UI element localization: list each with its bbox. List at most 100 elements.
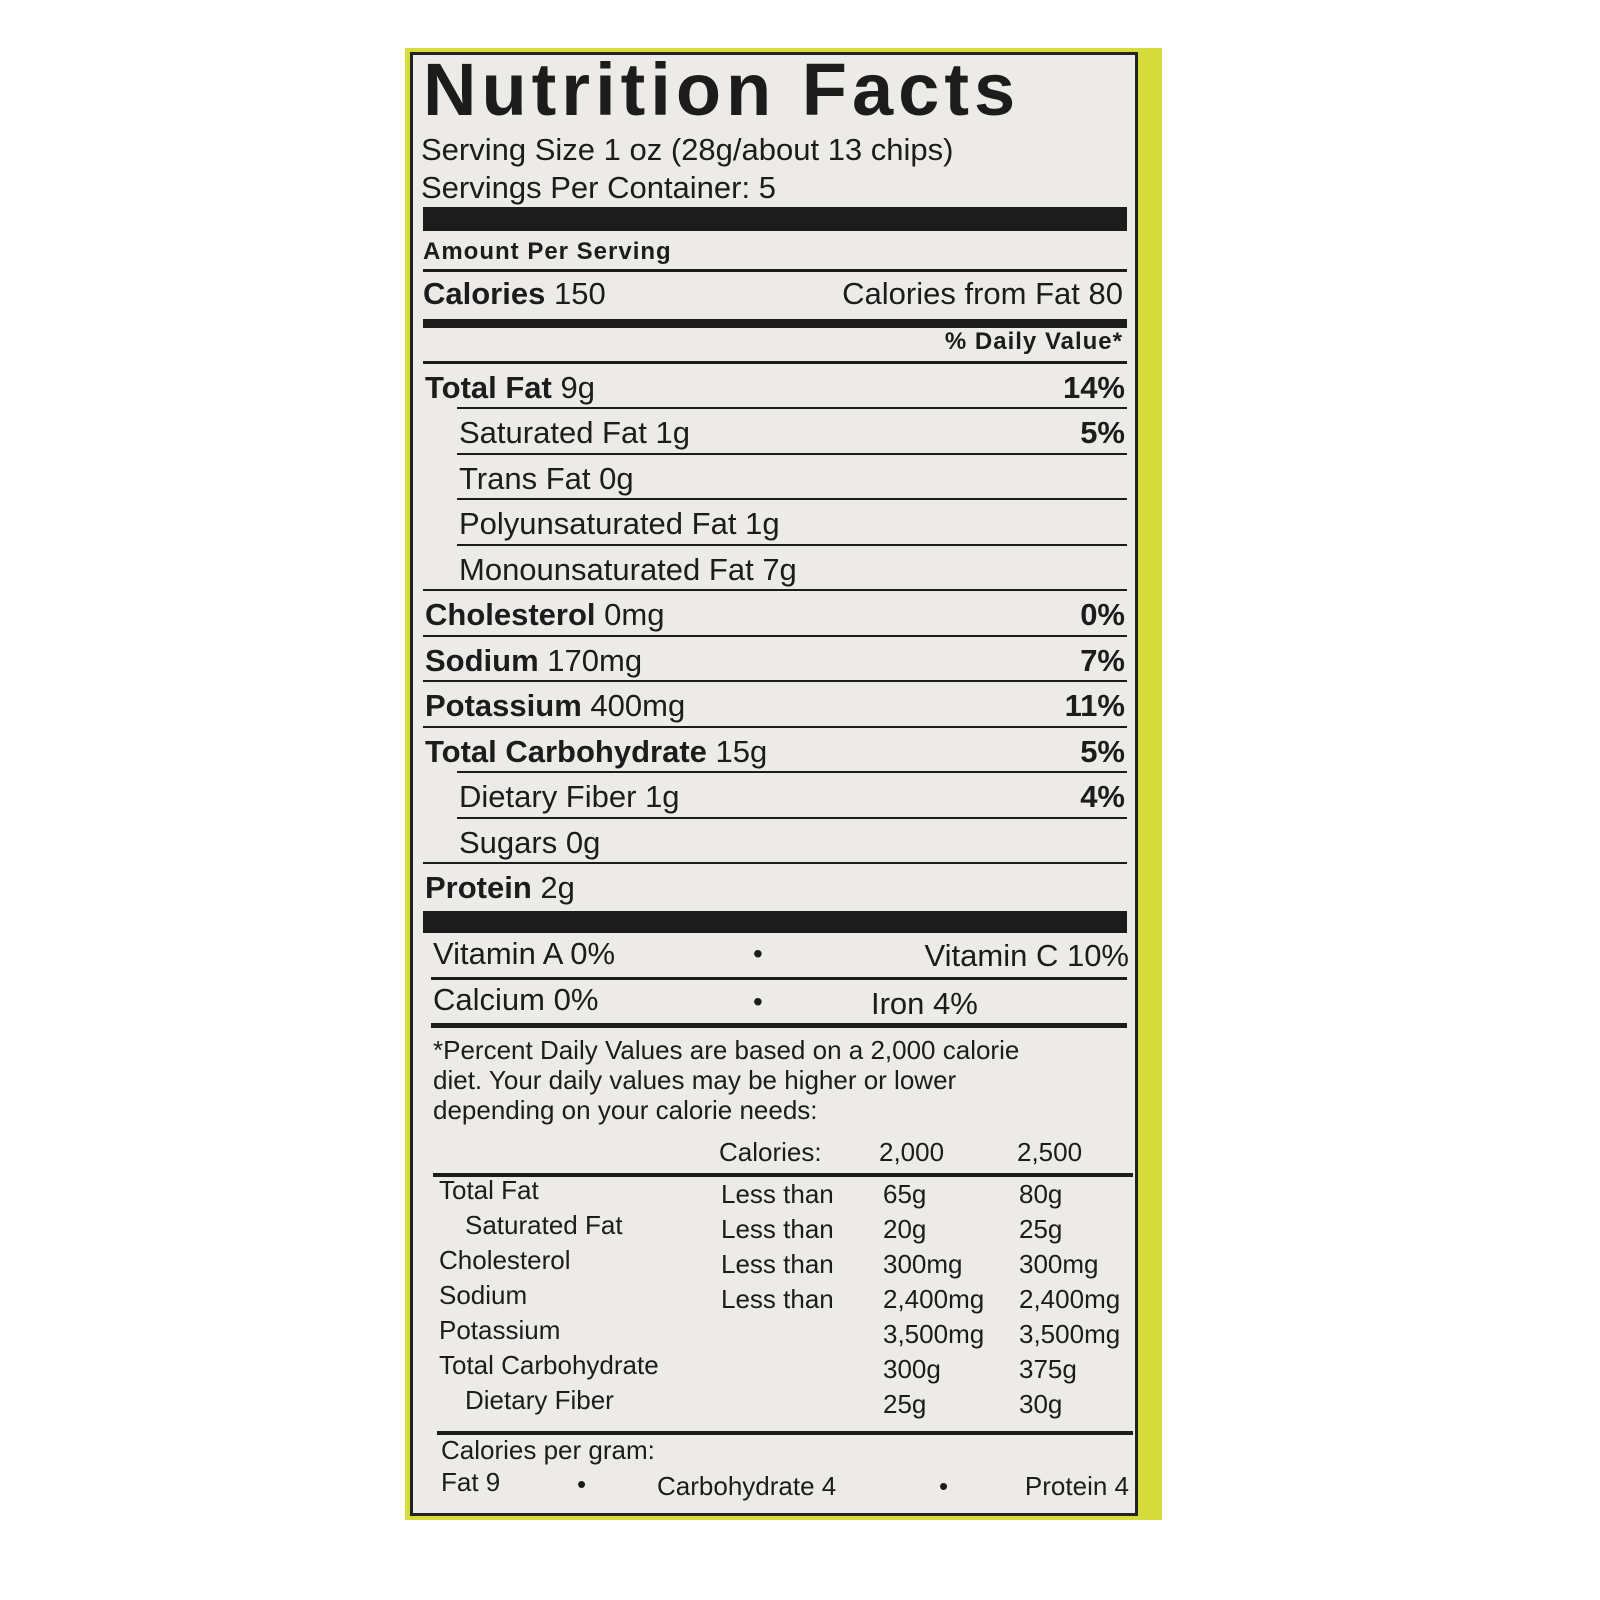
nutrient-name-amount: Total Fat 9g	[425, 369, 595, 405]
table-limit: Less than	[721, 1284, 834, 1314]
thick-divider	[423, 207, 1127, 231]
nutrient-row: Cholesterol 0mg 0%	[423, 593, 1127, 637]
nutrient-amount: 2g	[540, 870, 575, 906]
daily-value-header: % Daily Value*	[944, 328, 1123, 355]
nutrient-name-amount: Polyunsaturated Fat 1g	[459, 507, 780, 541]
iron: Iron 4%	[871, 986, 978, 1021]
table-nutrient-name: Dietary Fiber	[465, 1385, 614, 1415]
nutrient-name: Cholesterol	[425, 597, 596, 633]
footnote-line: depending on your calorie needs:	[433, 1095, 818, 1125]
table-nutrient-name: Saturated Fat	[465, 1210, 623, 1240]
table-limit: Less than	[721, 1179, 834, 1209]
nutrient-row: Polyunsaturated Fat 1g	[423, 502, 1127, 546]
nutrient-row: Sugars 0g	[423, 820, 1127, 864]
divider	[423, 361, 1127, 364]
table-value-2000: 300mg	[883, 1249, 963, 1279]
servings-per-container: Servings Per Container: 5	[421, 170, 776, 205]
footnote-line: *Percent Daily Values are based on a 2,0…	[433, 1035, 1020, 1065]
nutrient-name-amount: Protein 2g	[425, 871, 575, 905]
nutrient-name-amount: Cholesterol 0mg	[425, 598, 664, 632]
vitamin-c: Vitamin C 10%	[924, 938, 1129, 973]
table-nutrient-name: Sodium	[439, 1280, 528, 1310]
table-limit: Less than	[721, 1249, 834, 1279]
row-divider	[423, 725, 1127, 728]
table-header-calories: Calories:	[719, 1137, 822, 1167]
nutrient-amount: 400mg	[590, 688, 686, 724]
nutrient-amount: 0g	[565, 824, 601, 860]
nutrient-daily-value: 0%	[1080, 597, 1125, 633]
table-value-2000: 20g	[883, 1214, 927, 1244]
vitamin-a: Vitamin A 0%	[433, 936, 616, 971]
nutrient-name-amount: Trans Fat 0g	[459, 460, 634, 496]
table-nutrient-name: Cholesterol	[439, 1245, 571, 1275]
table-value-2000: 2,400mg	[883, 1284, 985, 1314]
amount-per-serving: Amount Per Serving	[423, 238, 672, 265]
nutrient-row: Sodium 170mg 7%	[423, 638, 1127, 682]
table-value-2500: 30g	[1019, 1389, 1063, 1419]
row-divider	[457, 771, 1127, 773]
nutrient-name: Monounsaturated Fat	[459, 551, 754, 587]
nutrient-row: Potassium 400mg 11%	[423, 684, 1127, 728]
row-divider	[423, 634, 1127, 637]
table-value-2500: 25g	[1019, 1214, 1063, 1244]
nutrient-name: Protein	[425, 870, 532, 906]
calories-row: Calories 150	[423, 276, 606, 311]
divider	[431, 1023, 1127, 1028]
protein-calories-per-gram: Protein 4	[1024, 1471, 1129, 1501]
table-limit: Less than	[721, 1214, 834, 1244]
nutrient-name: Total Fat	[425, 369, 552, 405]
calories-value: 150	[553, 276, 606, 311]
row-divider	[423, 680, 1127, 682]
nutrient-name-amount: Sodium 170mg	[425, 642, 643, 678]
row-divider	[457, 407, 1127, 409]
nutrient-row: Total Carbohydrate 15g 5%	[423, 729, 1127, 773]
nutrient-name: Saturated Fat	[459, 415, 647, 451]
table-header-2000: 2,000	[879, 1137, 945, 1167]
calories-label: Calories	[423, 276, 546, 311]
table-header-2500: 2,500	[1017, 1137, 1083, 1167]
nutrient-amount: 1g	[645, 779, 680, 815]
nutrient-amount: 170mg	[547, 642, 643, 678]
table-value-2000: 3,500mg	[883, 1319, 985, 1349]
bullet: •	[577, 1469, 587, 1499]
nutrient-row: Protein 2g	[423, 866, 1127, 910]
thick-divider	[423, 911, 1127, 933]
nutrient-daily-value: 11%	[1064, 688, 1125, 724]
nutrient-name-amount: Saturated Fat 1g	[459, 416, 690, 450]
carb-calories-per-gram: Carbohydrate 4	[657, 1471, 837, 1501]
nutrient-name-amount: Sugars 0g	[459, 824, 601, 860]
nutrient-name: Potassium	[425, 688, 582, 724]
nutrient-daily-value: 14%	[1062, 369, 1125, 405]
nutrient-row: Total Fat 9g 14%	[423, 365, 1127, 409]
row-divider	[457, 543, 1127, 546]
nutrient-daily-value: 5%	[1080, 733, 1125, 769]
table-value-2000: 300g	[883, 1354, 941, 1384]
nutrient-amount: 7g	[762, 551, 797, 587]
row-divider	[423, 589, 1127, 591]
nutrient-name: Trans Fat	[459, 460, 591, 496]
table-value-2500: 80g	[1019, 1179, 1063, 1209]
nutrient-row: Dietary Fiber 1g 4%	[423, 775, 1127, 819]
bullet: •	[753, 986, 763, 1017]
nutrient-name-amount: Total Carbohydrate 15g	[425, 733, 768, 769]
divider	[437, 1431, 1133, 1435]
nutrient-name: Sodium	[425, 642, 539, 678]
table-value-2500: 300mg	[1019, 1249, 1099, 1279]
nutrient-daily-value: 5%	[1080, 415, 1125, 451]
nutrient-amount: 15g	[715, 733, 768, 769]
nutrient-row: Saturated Fat 1g 5%	[423, 411, 1127, 455]
table-nutrient-name: Total Fat	[439, 1175, 539, 1205]
nutrition-facts-label: Nutrition Facts Serving Size 1 oz (28g/a…	[410, 52, 1138, 1516]
nutrient-amount: 0g	[599, 460, 634, 496]
bullet: •	[753, 938, 763, 969]
footnote-line: diet. Your daily values may be higher or…	[433, 1065, 957, 1095]
calcium: Calcium 0%	[433, 982, 599, 1017]
calories-from-fat: Calories from Fat 80	[842, 276, 1123, 311]
row-divider	[423, 862, 1127, 864]
nutrient-daily-value: 4%	[1080, 779, 1125, 815]
divider	[423, 269, 1127, 272]
divider	[431, 977, 1127, 980]
nutrient-name: Dietary Fiber	[459, 779, 637, 815]
nutrient-name: Sugars	[459, 824, 558, 860]
serving-size: Serving Size 1 oz (28g/about 13 chips)	[421, 132, 954, 167]
